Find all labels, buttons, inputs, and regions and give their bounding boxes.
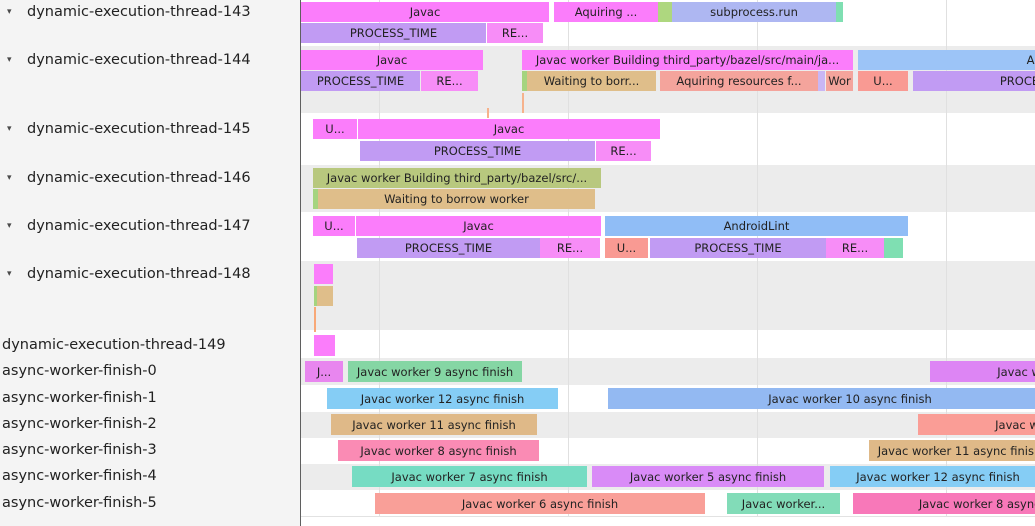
collapse-triangle-icon[interactable]: ▾ — [7, 173, 12, 183]
track-label-async-worker-finish-1[interactable]: async-worker-finish-1 — [0, 387, 300, 409]
trace-slice[interactable] — [836, 2, 843, 22]
trace-slice-javac-worker-12-async-finish[interactable]: Javac worker 12 async finish — [830, 466, 1035, 487]
trace-slice-javac[interactable]: Javac — [356, 216, 601, 236]
trace-slice[interactable] — [314, 286, 317, 306]
collapse-triangle-icon[interactable]: ▾ — [7, 124, 12, 134]
trace-slice-process-time[interactable]: PROCESS_TIME — [357, 238, 540, 258]
trace-slice-javac-w-[interactable]: Javac w... — [930, 361, 1035, 382]
trace-slice[interactable] — [522, 71, 527, 91]
trace-slice-re-[interactable]: RE... — [421, 71, 478, 91]
track-label-text: async-worker-finish-0 — [2, 363, 157, 379]
trace-slice-javac-worker-12-async-finish[interactable]: Javac worker 12 async finish — [327, 388, 558, 409]
gridline — [568, 0, 569, 516]
trace-slice[interactable] — [818, 71, 825, 91]
trace-slice-javac-worker-8-async-finish[interactable]: Javac worker 8 async finish — [853, 493, 1035, 514]
trace-slice[interactable] — [658, 2, 672, 22]
track-label-dynamic-execution-thread-146[interactable]: ▾ dynamic-execution-thread-146 — [0, 167, 300, 189]
instant-marker[interactable] — [314, 307, 316, 332]
trace-slice-javac[interactable]: Javac — [301, 50, 483, 70]
track-label-async-worker-finish-5[interactable]: async-worker-finish-5 — [0, 492, 300, 514]
trace-slice-process-time[interactable]: PROCESS_TIME — [301, 71, 420, 91]
trace-slice-u-[interactable]: U... — [605, 238, 648, 258]
track-label-text: dynamic-execution-thread-148 — [27, 266, 251, 282]
trace-slice-javac-worker-[interactable]: Javac worker... — [727, 493, 840, 514]
track-label-text: async-worker-finish-3 — [2, 442, 157, 458]
trace-slice-javac[interactable]: Javac — [358, 119, 660, 139]
trace-slice-u-[interactable]: U... — [313, 119, 357, 139]
track-label-text: dynamic-execution-thread-145 — [27, 121, 251, 137]
trace-slice[interactable] — [313, 189, 318, 209]
trace-slice-j-[interactable]: J... — [305, 361, 343, 382]
trace-slice-javac-worker-9-async-finish[interactable]: Javac worker 9 async finish — [348, 361, 522, 382]
track-label-async-worker-finish-2[interactable]: async-worker-finish-2 — [0, 413, 300, 435]
trace-slice-process-time[interactable]: PROCESS_TIME — [301, 23, 486, 43]
track-label-text: async-worker-finish-4 — [2, 468, 157, 484]
track-label-dynamic-execution-thread-143[interactable]: ▾ dynamic-execution-thread-143 — [0, 1, 300, 23]
trace-slice-javac-worker-11-async-finish[interactable]: Javac worker 11 async finish — [331, 414, 537, 435]
track-label-async-worker-finish-4[interactable]: async-worker-finish-4 — [0, 465, 300, 487]
track-label-text: dynamic-execution-thread-144 — [27, 52, 251, 68]
trace-slice-u-[interactable]: U... — [313, 216, 355, 236]
trace-slice-process-time[interactable]: PROCESS_TIME — [650, 238, 826, 258]
track-background-band — [301, 261, 1035, 330]
trace-slice-javac-worker-building-third-party-bazel-src-main-ja-[interactable]: Javac worker Building third_party/bazel/… — [522, 50, 853, 70]
track-label-text: dynamic-execution-thread-149 — [2, 337, 226, 353]
collapse-triangle-icon[interactable]: ▾ — [7, 55, 12, 65]
trace-slice-javac-worker-building-third-party-bazel-src-[interactable]: Javac worker Building third_party/bazel/… — [313, 168, 601, 188]
collapse-triangle-icon[interactable]: ▾ — [7, 269, 12, 279]
track-label-text: async-worker-finish-2 — [2, 416, 157, 432]
track-label-dynamic-execution-thread-147[interactable]: ▾ dynamic-execution-thread-147 — [0, 215, 300, 237]
track-label-text: async-worker-finish-1 — [2, 390, 157, 406]
trace-slice-process-time[interactable]: PROCESS_TIME — [913, 71, 1035, 91]
trace-slice[interactable] — [314, 264, 333, 284]
trace-slice[interactable] — [314, 335, 335, 356]
track-label-dynamic-execution-thread-149[interactable]: dynamic-execution-thread-149 — [0, 334, 300, 356]
trace-slice-aquiring-resources-f-[interactable]: Aquiring resources f... — [660, 71, 818, 91]
trace-slice-re-[interactable]: RE... — [487, 23, 543, 43]
instant-marker[interactable] — [522, 93, 524, 113]
track-label-dynamic-execution-thread-148[interactable]: ▾ dynamic-execution-thread-148 — [0, 263, 300, 285]
gridline — [757, 0, 758, 516]
timeline-canvas[interactable]: Javac Aquiring ... subprocess.run PROCESS_T… — [301, 0, 1035, 526]
track-label-text: dynamic-execution-thread-147 — [27, 218, 251, 234]
trace-slice-a-[interactable]: A... — [858, 50, 1035, 70]
trace-slice-subprocess-run[interactable]: subprocess.run — [672, 2, 836, 22]
bottom-separator — [301, 516, 1035, 517]
trace-slice-waiting-to-borr-[interactable]: Waiting to borr... — [527, 71, 656, 91]
trace-slice-javac-worker-6-async-finish[interactable]: Javac worker 6 async finish — [375, 493, 705, 514]
track-label-text: dynamic-execution-thread-143 — [27, 4, 251, 20]
trace-slice-javac-worker-7-async-finish[interactable]: Javac worker 7 async finish — [352, 466, 587, 487]
track-label-text: async-worker-finish-5 — [2, 495, 157, 511]
trace-slice-javac-worke-[interactable]: Javac worke... — [918, 414, 1035, 435]
track-label-text: dynamic-execution-thread-146 — [27, 170, 251, 186]
trace-slice-javac-worker-10-async-finish[interactable]: Javac worker 10 async finish — [608, 388, 1035, 409]
collapse-triangle-icon[interactable]: ▾ — [7, 221, 12, 231]
track-label-async-worker-finish-0[interactable]: async-worker-finish-0 — [0, 360, 300, 382]
trace-slice-re-[interactable]: RE... — [826, 238, 884, 258]
trace-slice[interactable] — [884, 238, 903, 258]
instant-marker[interactable] — [487, 108, 489, 118]
trace-slice-aquiring-[interactable]: Aquiring ... — [554, 2, 658, 22]
trace-slice-androidlint[interactable]: AndroidLint — [605, 216, 908, 236]
gridline — [946, 0, 947, 516]
trace-slice-re-[interactable]: RE... — [540, 238, 600, 258]
trace-slice-javac[interactable]: Javac — [301, 2, 549, 22]
trace-slice-javac-worker-11-async-finish[interactable]: Javac worker 11 async finish — [869, 440, 1035, 461]
trace-slice-wor[interactable]: Wor — [826, 71, 853, 91]
gridline — [379, 0, 380, 516]
track-label-dynamic-execution-thread-145[interactable]: ▾ dynamic-execution-thread-145 — [0, 118, 300, 140]
trace-slice[interactable] — [317, 286, 333, 306]
track-label-async-worker-finish-3[interactable]: async-worker-finish-3 — [0, 439, 300, 461]
trace-slice-javac-worker-8-async-finish[interactable]: Javac worker 8 async finish — [338, 440, 539, 461]
trace-slice-waiting-to-borrow-worker[interactable]: Waiting to borrow worker — [318, 189, 595, 209]
track-name-panel: ▾ dynamic-execution-thread-143 ▾ dynamic-ex… — [0, 0, 301, 526]
trace-slice-javac-worker-5-async-finish[interactable]: Javac worker 5 async finish — [592, 466, 824, 487]
trace-slice-u-[interactable]: U... — [858, 71, 908, 91]
trace-slice-re-[interactable]: RE... — [596, 141, 651, 161]
trace-slice-process-time[interactable]: PROCESS_TIME — [360, 141, 595, 161]
collapse-triangle-icon[interactable]: ▾ — [7, 7, 12, 17]
track-label-dynamic-execution-thread-144[interactable]: ▾ dynamic-execution-thread-144 — [0, 49, 300, 71]
